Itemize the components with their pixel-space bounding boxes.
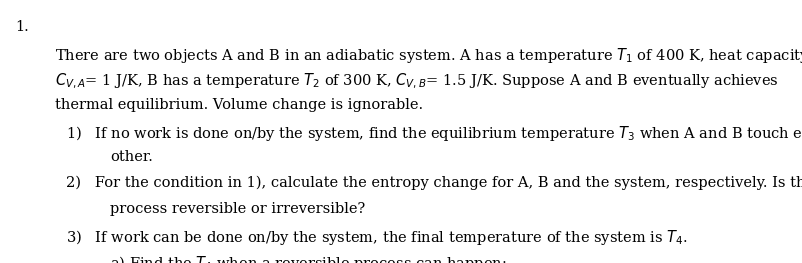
Text: 3)   If work can be done on/by the system, the final temperature of the system i: 3) If work can be done on/by the system,… [66,228,687,247]
Text: thermal equilibrium. Volume change is ignorable.: thermal equilibrium. Volume change is ig… [55,98,422,112]
Text: 2)   For the condition in 1), calculate the entropy change for A, B and the syst: 2) For the condition in 1), calculate th… [66,176,802,190]
Text: There are two objects A and B in an adiabatic system. A has a temperature $T_1$ : There are two objects A and B in an adia… [55,46,802,65]
Text: other.: other. [110,150,152,164]
Text: $C_{V,A}$= 1 J/K, B has a temperature $T_2$ of 300 K, $C_{V,B}$= 1.5 J/K. Suppos: $C_{V,A}$= 1 J/K, B has a temperature $T… [55,72,777,91]
Text: 1.: 1. [15,20,29,34]
Text: 1)   If no work is done on/by the system, find the equilibrium temperature $T_3$: 1) If no work is done on/by the system, … [66,124,802,143]
Text: a) Find the $T_4$ when a reversible process can happen;: a) Find the $T_4$ when a reversible proc… [110,254,506,263]
Text: process reversible or irreversible?: process reversible or irreversible? [110,202,365,216]
